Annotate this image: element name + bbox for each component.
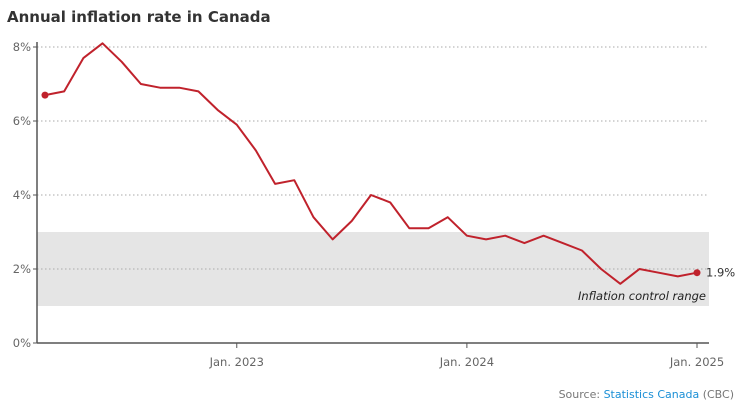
y-tick-label: 2% bbox=[13, 262, 31, 276]
source-prefix: Source: bbox=[558, 388, 604, 401]
x-tick-label: Jan. 2023 bbox=[209, 355, 264, 369]
data-point bbox=[41, 91, 49, 99]
source-suffix: (CBC) bbox=[699, 388, 734, 401]
data-point bbox=[693, 269, 701, 277]
y-tick-label: 4% bbox=[13, 188, 31, 202]
x-tick-label: Jan. 2024 bbox=[439, 355, 494, 369]
chart-title: Annual inflation rate in Canada bbox=[7, 8, 271, 26]
source-note: Source: Statistics Canada (CBC) bbox=[559, 388, 734, 401]
y-tick-label: 8% bbox=[13, 40, 31, 54]
end-value-label: 1.9% bbox=[706, 266, 735, 280]
x-tick-label: Jan. 2025 bbox=[669, 355, 724, 369]
band-label: Inflation control range bbox=[578, 289, 706, 303]
y-tick-label: 6% bbox=[13, 114, 31, 128]
series-line bbox=[44, 42, 698, 285]
y-tick-label: 0% bbox=[13, 336, 31, 350]
source-link[interactable]: Statistics Canada bbox=[603, 388, 700, 401]
